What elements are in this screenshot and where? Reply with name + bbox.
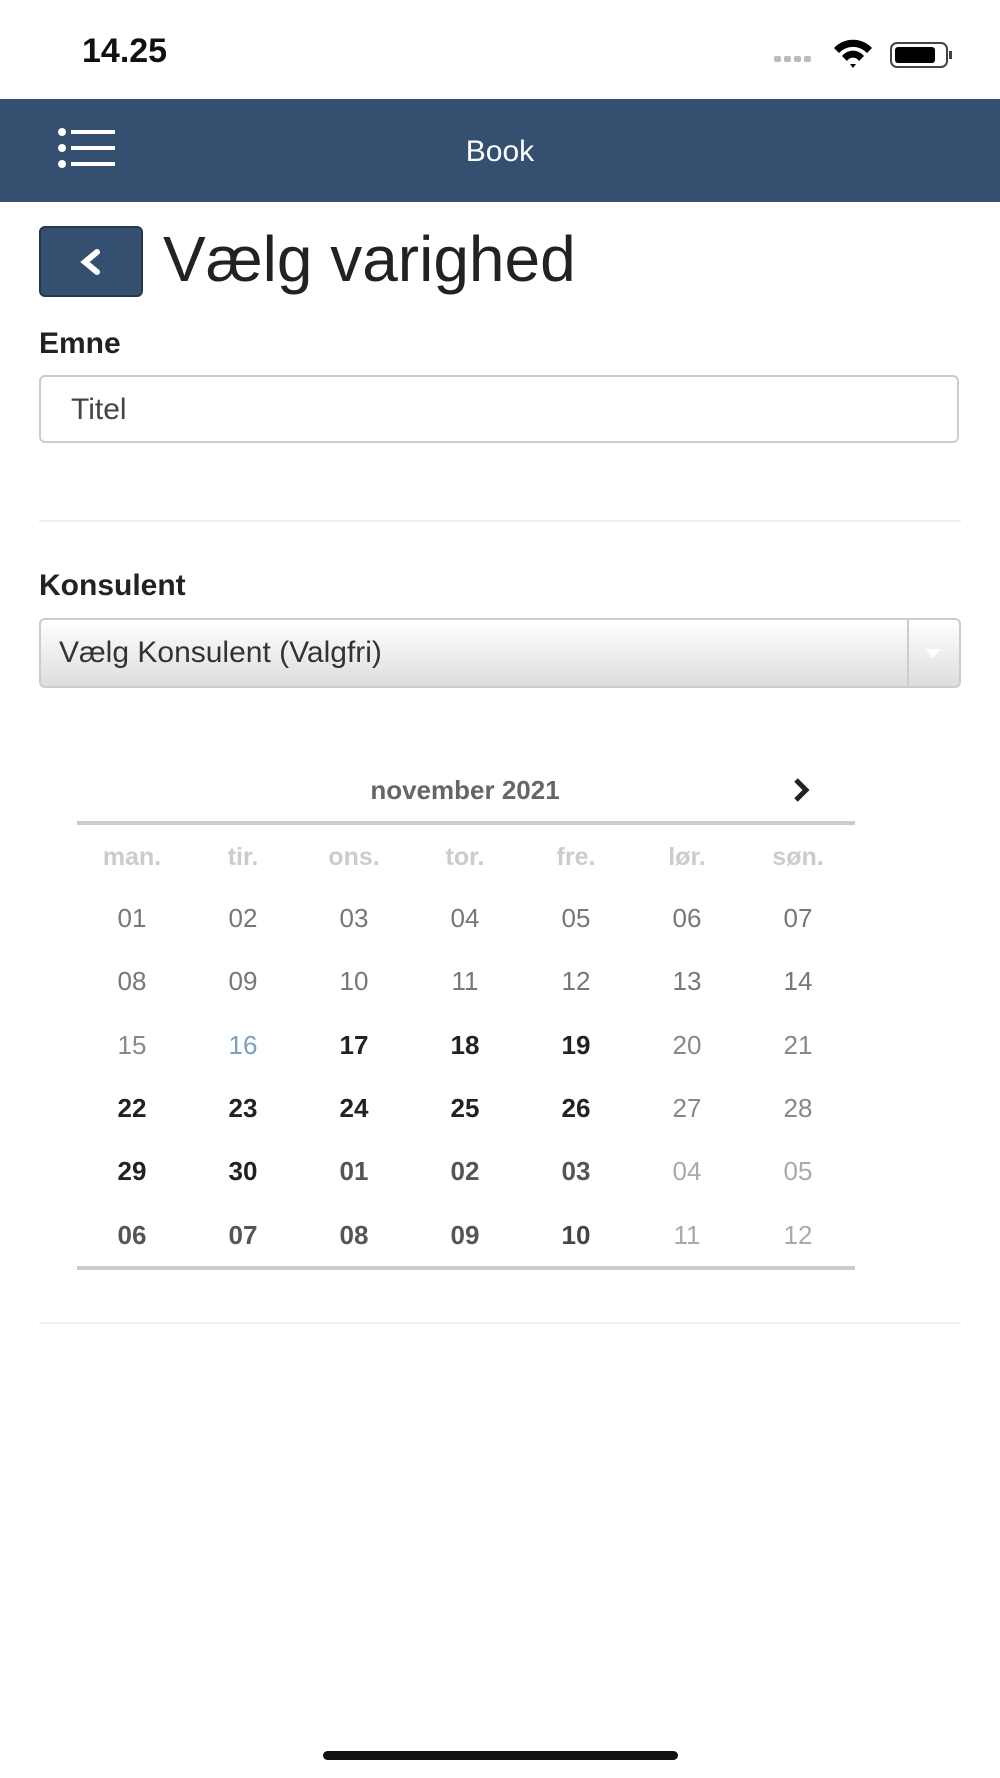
calendar-day[interactable]: 16: [228, 1029, 258, 1060]
divider: [39, 520, 961, 522]
select-arrow: [907, 620, 941, 686]
weekday-label: ons.: [328, 843, 380, 871]
home-indicator: [323, 1751, 678, 1760]
calendar-day[interactable]: 24: [339, 1092, 369, 1123]
calendar-day[interactable]: 02: [228, 903, 258, 933]
navbar: [0, 99, 1000, 202]
calendar-day[interactable]: 07: [783, 903, 813, 933]
calendar-day[interactable]: 07: [228, 1219, 258, 1250]
calendar-day[interactable]: 02: [450, 1156, 480, 1187]
calendar-day[interactable]: 15: [117, 1029, 147, 1060]
subject-label: Emne: [39, 327, 121, 360]
calendar-day[interactable]: 12: [783, 1219, 813, 1250]
calendar-day[interactable]: 21: [783, 1029, 813, 1060]
calendar-day[interactable]: 04: [672, 1156, 702, 1187]
calendar-day[interactable]: 04: [450, 903, 480, 933]
calendar-day[interactable]: 10: [339, 966, 369, 997]
status-icons: [774, 39, 952, 68]
calendar-day[interactable]: 19: [561, 1029, 591, 1060]
calendar-day[interactable]: 01: [117, 903, 147, 933]
calendar-day[interactable]: 05: [561, 903, 591, 933]
back-button[interactable]: [39, 226, 143, 297]
calendar-day[interactable]: 11: [673, 1219, 701, 1250]
weekday-label: søn.: [772, 843, 824, 871]
calendar-day[interactable]: 08: [117, 966, 147, 997]
weekday-label: tir.: [227, 843, 259, 871]
navbar-title: Book: [465, 135, 535, 168]
consultant-placeholder: Vælg Konsulent (Valgfri): [59, 636, 382, 669]
calendar-day[interactable]: 06: [672, 903, 702, 933]
calendar-day[interactable]: 11: [451, 966, 479, 997]
calendar-day[interactable]: 09: [450, 1219, 480, 1250]
calendar-day[interactable]: 25: [450, 1092, 480, 1123]
next-month[interactable]: [786, 775, 816, 805]
calendar-day[interactable]: 20: [672, 1029, 702, 1060]
calendar-day[interactable]: 23: [228, 1092, 258, 1123]
subject-input[interactable]: [39, 375, 959, 443]
calendar-day[interactable]: 06: [117, 1219, 147, 1250]
status-time: 14.25: [82, 32, 168, 70]
calendar-day[interactable]: 30: [228, 1156, 258, 1187]
calendar-day[interactable]: 13: [672, 966, 702, 997]
calendar-day[interactable]: 09: [228, 966, 258, 997]
calendar-day[interactable]: 22: [117, 1092, 147, 1123]
calendar-day[interactable]: 12: [561, 966, 591, 997]
weekday-label: fre.: [556, 843, 596, 871]
calendar-day[interactable]: 27: [672, 1092, 702, 1123]
subject-placeholder: Titel: [71, 393, 127, 426]
calendar-day[interactable]: 10: [561, 1219, 591, 1250]
consultant-label: Konsulent: [39, 569, 186, 602]
calendar-day[interactable]: 17: [339, 1029, 369, 1060]
calendar-top-line: [77, 821, 855, 825]
menu-button[interactable]: [58, 128, 118, 170]
weekday-label: man.: [102, 843, 162, 871]
weekday-label: lør.: [668, 843, 706, 871]
calendar-day[interactable]: 26: [561, 1092, 591, 1123]
calendar-day[interactable]: 01: [339, 1156, 369, 1187]
page-title: Vælg varighed: [163, 223, 576, 295]
calendar-day[interactable]: 08: [339, 1219, 369, 1250]
divider: [39, 1322, 961, 1324]
calendar-day[interactable]: 03: [339, 903, 369, 933]
back-icon: [80, 249, 100, 275]
weekday-label: tor.: [445, 843, 485, 871]
calendar-day[interactable]: 14: [783, 966, 813, 997]
calendar-day[interactable]: 18: [450, 1029, 480, 1060]
consultant-select[interactable]: [39, 618, 961, 688]
calendar-day[interactable]: 28: [783, 1092, 813, 1123]
calendar-day[interactable]: 29: [117, 1156, 147, 1187]
calendar-day[interactable]: 05: [783, 1156, 813, 1187]
calendar-month: november 2021: [370, 775, 560, 805]
calendar-day[interactable]: 03: [561, 1156, 591, 1187]
calendar-bottom-line: [77, 1266, 855, 1270]
